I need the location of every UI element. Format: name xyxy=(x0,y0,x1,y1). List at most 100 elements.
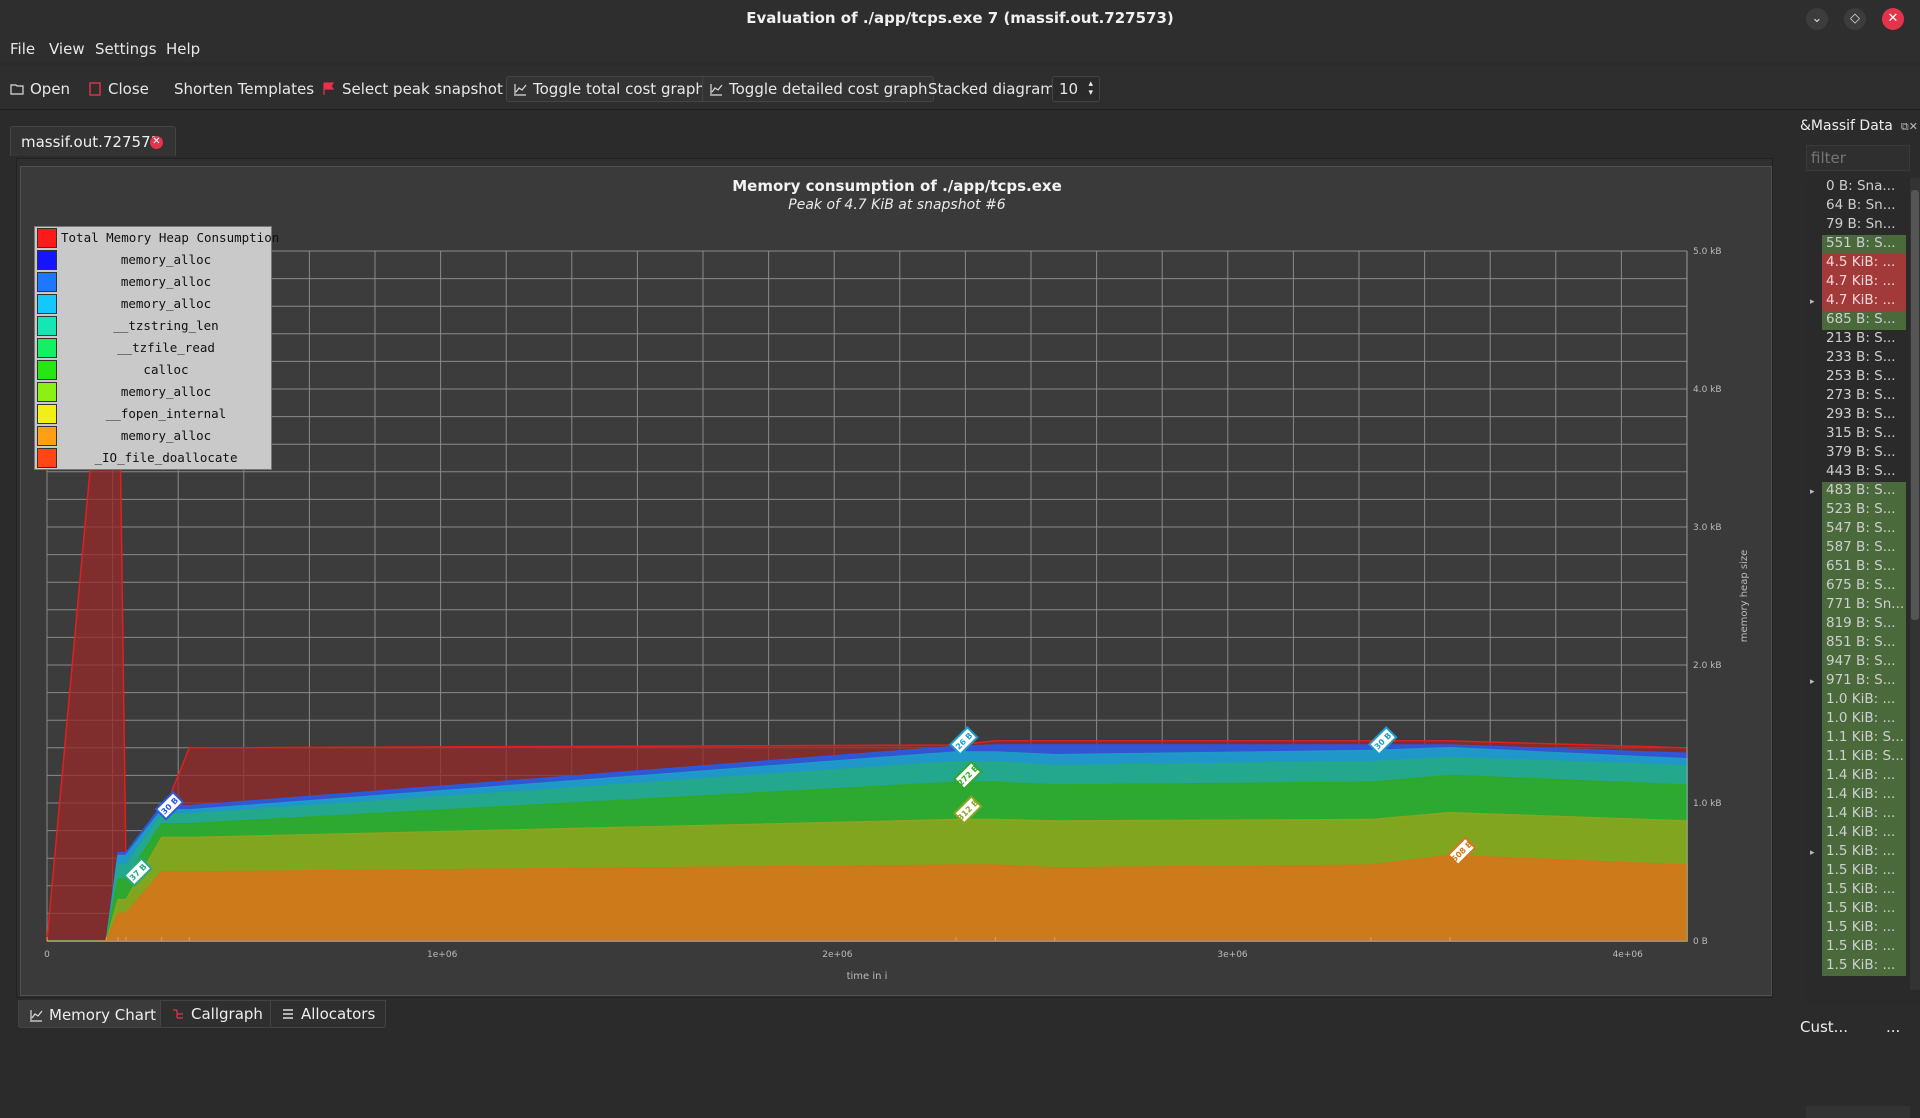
snapshot-item[interactable]: 551 B: S... xyxy=(1822,235,1906,254)
snapshot-item[interactable]: 685 B: S... xyxy=(1822,311,1906,330)
close-window-button[interactable]: ✕ xyxy=(1882,8,1904,30)
customize-button[interactable]: Cust... xyxy=(1800,1018,1848,1036)
snapshot-item[interactable]: 1.5 KiB: ... xyxy=(1822,919,1906,938)
annotation-box xyxy=(952,760,983,791)
tab-memory-chart[interactable]: Memory Chart xyxy=(18,1000,167,1028)
snapshot-item[interactable]: 1.0 KiB: ... xyxy=(1822,691,1906,710)
snapshot-item[interactable]: 443 B: S... xyxy=(1822,463,1906,482)
snapshot-item[interactable]: 253 B: S... xyxy=(1822,368,1906,387)
snapshot-item[interactable]: 1.4 KiB: ... xyxy=(1822,767,1906,786)
spin-arrows-icon[interactable]: ▴ ▾ xyxy=(1088,79,1093,98)
close-button[interactable]: Close xyxy=(82,76,155,102)
y-axis-label: memory heap size xyxy=(1739,550,1750,643)
panel-title: &Massif Data xyxy=(1800,118,1893,134)
snapshot-item[interactable]: 771 B: Sn... xyxy=(1822,596,1906,615)
y-tick-label: 0 B xyxy=(1693,937,1708,947)
memory-chart: 0 1e+06 2e+06 3e+06 4e+06 0 B 1.0 kB 2.0 kB 3.0 … xyxy=(20,166,1772,996)
tab-callgraph-label: Callgraph xyxy=(191,1005,263,1023)
snapshot-item[interactable]: 1.4 KiB: ... xyxy=(1822,805,1906,824)
snapshot-item[interactable]: 947 B: S... xyxy=(1822,653,1906,672)
snapshot-item[interactable]: 79 B: Sn... xyxy=(1822,216,1906,235)
select-peak-button[interactable]: Select peak snapshot xyxy=(316,76,509,102)
y-tick-label: 5.0 kB xyxy=(1693,247,1722,257)
scrollbar-thumb[interactable] xyxy=(1911,190,1919,620)
snapshot-item[interactable]: 4.7 KiB: ... xyxy=(1822,273,1906,292)
expand-arrow-icon[interactable]: ▸ xyxy=(1810,487,1815,497)
snapshot-item[interactable]: 233 B: S... xyxy=(1822,349,1906,368)
chart-subtitle: Peak of 4.7 KiB at snapshot #6 xyxy=(788,197,1006,213)
snapshot-item[interactable]: 315 B: S... xyxy=(1822,425,1906,444)
snapshot-item[interactable]: 1.5 KiB: ... xyxy=(1822,957,1906,976)
snapshot-item[interactable]: 273 B: S... xyxy=(1822,387,1906,406)
snapshot-list-scrollbar[interactable] xyxy=(1910,178,1920,990)
snapshot-list-hscrollbar[interactable] xyxy=(1806,1106,1910,1118)
snapshot-item[interactable]: 0 B: Sna... xyxy=(1822,178,1906,197)
flag-icon xyxy=(323,82,335,95)
snapshot-item[interactable]: 379 B: S... xyxy=(1822,444,1906,463)
snapshot-item[interactable]: 1.5 KiB: ... xyxy=(1822,881,1906,900)
snapshot-item[interactable]: 1.5 KiB: ... xyxy=(1822,938,1906,957)
toggle-detailed-cost-button[interactable]: Toggle detailed cost graph xyxy=(702,76,935,102)
snapshot-item[interactable]: 1.5 KiB: ... xyxy=(1822,843,1906,862)
snapshot-item[interactable]: 213 B: S... xyxy=(1822,330,1906,349)
tab-allocators[interactable]: Allocators xyxy=(270,1000,387,1028)
toggle-total-cost-button[interactable]: Toggle total cost graph xyxy=(506,76,712,102)
tab-memory-chart-label: Memory Chart xyxy=(49,1005,156,1024)
chart-icon xyxy=(514,84,527,96)
panel-float-close-icons[interactable]: ⧉✕ xyxy=(1900,120,1918,133)
snapshot-item[interactable]: 1.0 KiB: ... xyxy=(1822,710,1906,729)
snapshot-item[interactable]: 64 B: Sn... xyxy=(1822,197,1906,216)
snapshot-item[interactable]: 4.7 KiB: ... xyxy=(1822,292,1906,311)
legend-swatch xyxy=(37,426,57,446)
expand-arrow-icon[interactable]: ▸ xyxy=(1810,297,1815,307)
snapshot-item[interactable]: 1.5 KiB: ... xyxy=(1822,900,1906,919)
snapshot-item[interactable]: 547 B: S... xyxy=(1822,520,1906,539)
legend-label: __tzfile_read xyxy=(117,340,215,355)
legend-entry: memory_alloc xyxy=(35,271,273,293)
x-tick-label: 4e+06 xyxy=(1613,950,1644,960)
toolbar: Open Close Shorten Templates Select peak… xyxy=(0,66,1920,110)
snapshot-item[interactable]: 523 B: S... xyxy=(1822,501,1906,520)
legend-swatch xyxy=(37,360,57,380)
stacked-diagrams-label: Stacked diagrams: xyxy=(922,76,1074,102)
menu-settings[interactable]: Settings xyxy=(95,40,157,58)
minimize-button[interactable]: ⌄ xyxy=(1806,8,1828,30)
tab-allocators-label: Allocators xyxy=(301,1005,376,1023)
snapshot-item[interactable]: 483 B: S... xyxy=(1822,482,1906,501)
menu-help[interactable]: Help xyxy=(166,40,201,58)
menu-file[interactable]: File xyxy=(10,40,36,58)
menu-view[interactable]: View xyxy=(49,40,85,58)
y-tick-label: 2.0 kB xyxy=(1693,661,1722,671)
snapshot-item[interactable]: 971 B: S... xyxy=(1822,672,1906,691)
close-label: Close xyxy=(108,80,149,98)
legend-label: memory_alloc xyxy=(120,274,212,289)
close-tab-icon[interactable]: ✕ xyxy=(150,136,163,149)
stacked-diagrams-spinbox[interactable]: 10 ▴ ▾ xyxy=(1052,76,1100,102)
snapshot-item[interactable]: 1.4 KiB: ... xyxy=(1822,786,1906,805)
snapshot-item[interactable]: 587 B: S... xyxy=(1822,539,1906,558)
tab-callgraph[interactable]: Callgraph xyxy=(160,1000,274,1028)
snapshot-item[interactable]: 1.4 KiB: ... xyxy=(1822,824,1906,843)
expand-arrow-icon[interactable]: ▸ xyxy=(1810,677,1815,687)
y-tick-label: 4.0 kB xyxy=(1693,385,1722,395)
more-button[interactable]: ... xyxy=(1886,1018,1901,1036)
snapshot-item[interactable]: 4.5 KiB: ... xyxy=(1822,254,1906,273)
snapshot-item[interactable]: 1.5 KiB: ... xyxy=(1822,862,1906,881)
legend-entry: memory_alloc xyxy=(35,425,273,447)
snapshot-item[interactable]: 819 B: S... xyxy=(1822,615,1906,634)
snapshot-item[interactable]: 293 B: S... xyxy=(1822,406,1906,425)
snapshot-item[interactable]: 1.1 KiB: S... xyxy=(1822,729,1906,748)
snapshot-item[interactable]: 675 B: S... xyxy=(1822,577,1906,596)
legend-entry: calloc xyxy=(35,359,273,381)
snapshot-item[interactable]: 1.1 KiB: S... xyxy=(1822,748,1906,767)
filter-input[interactable] xyxy=(1806,145,1910,171)
legend-swatch xyxy=(37,294,57,314)
open-button[interactable]: Open xyxy=(4,76,76,102)
tab-massif-file[interactable]: massif.out.727573 ✕ xyxy=(10,126,176,156)
expand-arrow-icon[interactable]: ▸ xyxy=(1810,848,1815,858)
legend-label: Total Memory Heap Consumption xyxy=(61,230,280,245)
shorten-templates-button[interactable]: Shorten Templates xyxy=(168,76,320,102)
snapshot-item[interactable]: 851 B: S... xyxy=(1822,634,1906,653)
maximize-button[interactable]: ◇ xyxy=(1844,8,1866,30)
snapshot-item[interactable]: 651 B: S... xyxy=(1822,558,1906,577)
